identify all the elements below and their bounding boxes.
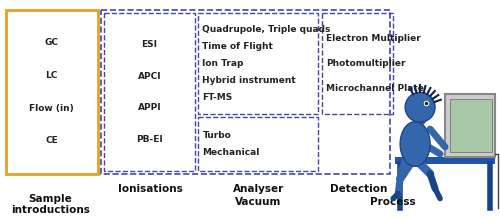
Text: PB-EI: PB-EI <box>136 135 163 144</box>
Bar <box>395 157 495 164</box>
Text: Detection: Detection <box>330 184 387 194</box>
Text: FT-MS: FT-MS <box>202 93 232 102</box>
Text: Turbo: Turbo <box>202 131 231 139</box>
Text: Ion Trap: Ion Trap <box>202 59 244 68</box>
Text: Process: Process <box>370 197 416 207</box>
Text: Electron Multiplier: Electron Multiplier <box>326 34 421 43</box>
Text: APCI: APCI <box>138 72 162 80</box>
Text: Flow (in): Flow (in) <box>29 104 74 113</box>
Text: Analyser: Analyser <box>232 184 284 194</box>
FancyArrowPatch shape <box>401 156 407 171</box>
Text: ESI: ESI <box>142 40 158 49</box>
Bar <box>100 10 390 174</box>
Text: Hybrid instrument: Hybrid instrument <box>202 76 296 85</box>
Text: Photomultiplier: Photomultiplier <box>326 59 406 68</box>
Bar <box>450 99 492 152</box>
Bar <box>445 94 495 157</box>
Bar <box>198 117 318 171</box>
Text: GC: GC <box>44 38 59 47</box>
Text: Ionisations: Ionisations <box>118 184 183 194</box>
Text: Mechanical: Mechanical <box>202 148 260 157</box>
Text: Microchannel Plate: Microchannel Plate <box>326 84 424 93</box>
Text: Vacuum: Vacuum <box>235 197 282 207</box>
Bar <box>6 10 98 174</box>
Text: APPI: APPI <box>138 103 162 112</box>
Circle shape <box>405 92 435 122</box>
Ellipse shape <box>400 122 430 166</box>
Bar <box>198 13 318 114</box>
Text: LC: LC <box>46 71 58 80</box>
Text: Quadrupole, Triple quads: Quadrupole, Triple quads <box>202 25 331 34</box>
Bar <box>104 13 196 171</box>
Text: Time of Flight: Time of Flight <box>202 42 274 51</box>
Text: Sample
introductions: Sample introductions <box>11 194 90 215</box>
Text: CE: CE <box>45 137 58 145</box>
Bar <box>322 13 393 114</box>
